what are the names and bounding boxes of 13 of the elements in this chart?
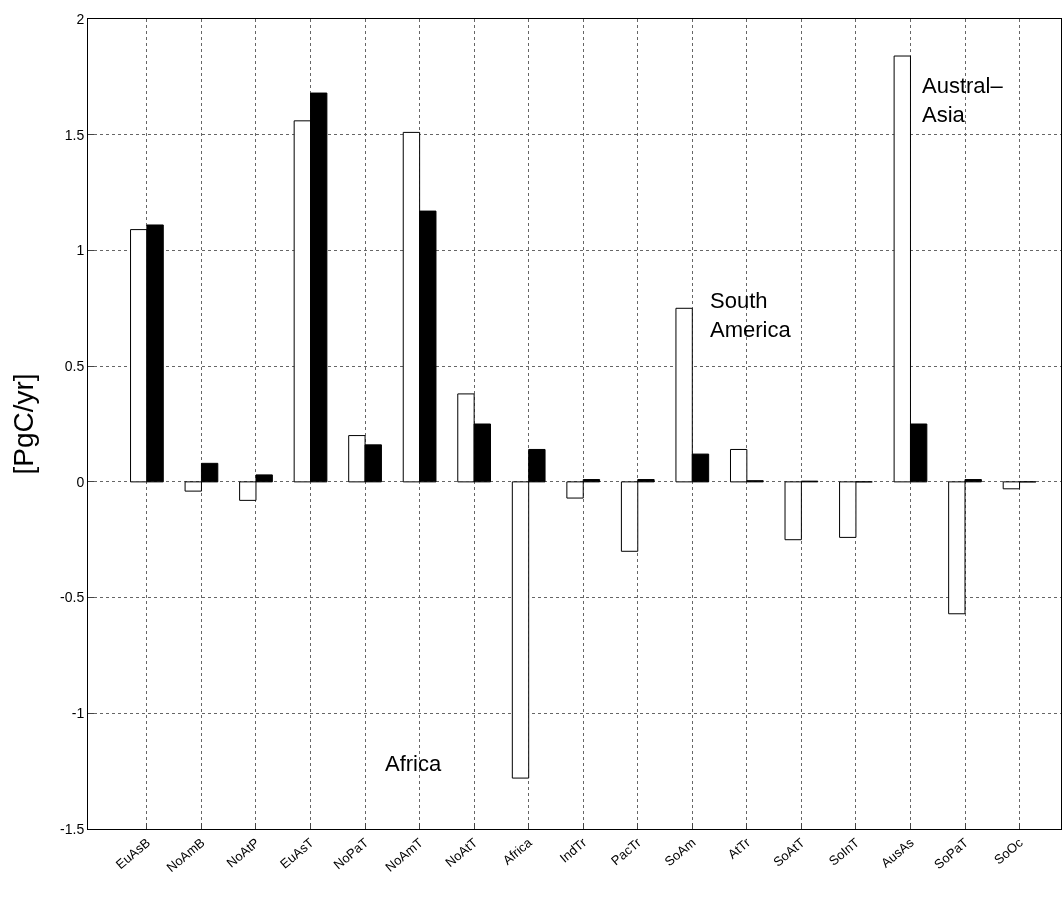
annotation: Austral– Asia <box>922 73 1004 127</box>
y-tick-label: 1.5 <box>64 126 85 143</box>
y-tick-label: -1.5 <box>60 820 85 837</box>
y-tick-label: -1 <box>71 705 85 722</box>
y-tick-label: 0 <box>76 473 85 490</box>
y-tick-label: 1 <box>76 242 85 259</box>
y-tick-label: -0.5 <box>60 589 85 606</box>
x-tick-label: AtTr <box>724 834 754 862</box>
annotation: Africa <box>385 751 442 776</box>
y-axis-title: [PgC/yr] <box>7 373 39 475</box>
y-tick-label: 2 <box>76 10 85 27</box>
y-tick-label: 0.5 <box>64 358 85 375</box>
annotation: South America <box>710 288 792 342</box>
